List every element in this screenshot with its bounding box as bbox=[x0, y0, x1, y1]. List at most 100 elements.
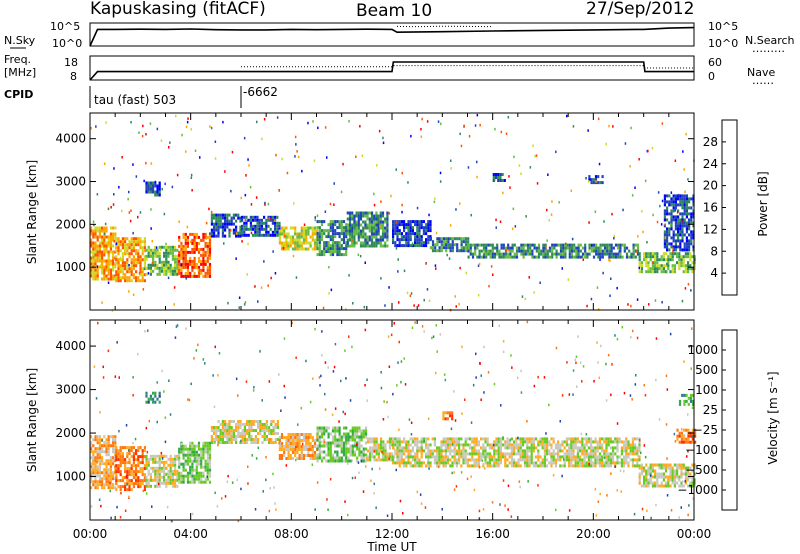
power-cell bbox=[681, 233, 684, 237]
power-cell bbox=[176, 248, 179, 252]
velocity-cell bbox=[90, 450, 93, 454]
power-cell bbox=[143, 243, 146, 247]
velocity-cell bbox=[488, 464, 491, 468]
power-cell bbox=[115, 258, 118, 262]
velocity-cell bbox=[109, 483, 112, 487]
velocity-cell bbox=[92, 438, 95, 442]
velocity-cell bbox=[101, 480, 104, 484]
velocity-cell bbox=[691, 437, 694, 441]
velocity-cell bbox=[208, 459, 212, 463]
velocity-cell bbox=[362, 432, 365, 436]
power-cell bbox=[581, 255, 584, 259]
power-cell bbox=[420, 241, 423, 245]
velocity-cell bbox=[257, 420, 260, 423]
velocity-cell bbox=[414, 437, 417, 441]
velocity-cell bbox=[687, 434, 690, 438]
velocity-cell bbox=[197, 471, 201, 475]
power-cell bbox=[224, 216, 227, 220]
power-ytick-label: 4000 bbox=[55, 132, 86, 146]
velocity-cell bbox=[274, 423, 277, 426]
power-cell bbox=[388, 212, 391, 215]
power-cell bbox=[379, 241, 382, 245]
velocity-cell bbox=[517, 461, 520, 465]
power-cell bbox=[206, 268, 209, 272]
power-cell bbox=[117, 267, 120, 271]
velocity-cell bbox=[221, 420, 224, 423]
velocity-cell bbox=[309, 457, 312, 460]
noise-panel: 10^5 10^0 10^5 10^0 N.Sky N.Search ……… bbox=[4, 20, 795, 55]
velocity-cell bbox=[669, 475, 672, 479]
power-cell bbox=[158, 266, 161, 270]
power-cell bbox=[342, 220, 346, 224]
power-cell bbox=[672, 206, 675, 210]
velocity-cell bbox=[535, 446, 538, 450]
power-cell bbox=[118, 186, 120, 189]
velocity-cell bbox=[323, 429, 326, 433]
power-cell bbox=[206, 274, 209, 278]
power-cell bbox=[338, 253, 341, 257]
velocity-cell bbox=[219, 423, 222, 426]
power-cell bbox=[353, 238, 356, 242]
power-cell bbox=[186, 262, 190, 266]
power-cell bbox=[158, 184, 161, 188]
velocity-cell bbox=[178, 465, 181, 469]
power-cell bbox=[230, 219, 233, 223]
velocity-cell bbox=[145, 475, 148, 479]
velocity-cell bbox=[473, 461, 476, 465]
power-cell bbox=[386, 235, 389, 239]
power-cell bbox=[359, 229, 363, 233]
velocity-cell bbox=[132, 482, 135, 486]
velocity-cell bbox=[156, 454, 159, 458]
power-cell bbox=[442, 237, 446, 241]
power-cell bbox=[165, 245, 168, 249]
power-cell bbox=[359, 244, 363, 248]
power-cell bbox=[316, 214, 319, 217]
power-cell bbox=[384, 304, 386, 307]
power-cell bbox=[226, 225, 229, 229]
velocity-cell bbox=[340, 447, 343, 451]
velocity-cell bbox=[124, 488, 127, 492]
power-cell bbox=[135, 237, 138, 241]
velocity-cell bbox=[364, 432, 368, 436]
velocity-cell bbox=[665, 484, 668, 488]
power-cell bbox=[94, 232, 97, 236]
velocity-cell bbox=[405, 443, 408, 447]
velocity-cell bbox=[543, 452, 546, 456]
velocity-cell bbox=[671, 466, 674, 470]
velocity-cell bbox=[550, 461, 553, 465]
power-cell bbox=[206, 241, 209, 245]
velocity-cell bbox=[543, 464, 546, 468]
power-cell bbox=[594, 178, 598, 182]
velocity-cell bbox=[380, 446, 383, 450]
velocity-cell bbox=[94, 480, 97, 484]
velocity-cell bbox=[243, 426, 246, 429]
velocity-cell bbox=[508, 440, 511, 444]
power-cell bbox=[135, 270, 138, 274]
power-cell bbox=[531, 249, 534, 253]
power-cell bbox=[163, 251, 166, 255]
power-cell bbox=[688, 245, 691, 249]
velocity-cell bbox=[169, 457, 172, 461]
velocity-cell bbox=[221, 441, 224, 444]
power-cell bbox=[681, 194, 684, 198]
power-cell bbox=[280, 229, 284, 233]
power-cell bbox=[677, 221, 680, 225]
velocity-cell bbox=[130, 449, 133, 453]
velocity-cell bbox=[143, 488, 146, 492]
power-cell bbox=[109, 259, 112, 263]
power-cell bbox=[238, 296, 241, 299]
velocity-cell bbox=[318, 444, 321, 448]
velocity-cell bbox=[300, 448, 303, 451]
power-cell bbox=[287, 235, 290, 239]
velocity-cell bbox=[158, 454, 161, 458]
power-cell bbox=[149, 272, 152, 276]
velocity-cell bbox=[455, 461, 458, 465]
velocity-cell bbox=[342, 410, 344, 414]
velocity-cell bbox=[90, 456, 93, 460]
velocity-cell bbox=[462, 449, 465, 453]
velocity-cell bbox=[208, 465, 212, 469]
power-cell bbox=[158, 181, 161, 185]
power-cell bbox=[445, 246, 448, 250]
velocity-cell bbox=[305, 359, 307, 363]
velocity-cell bbox=[629, 458, 632, 462]
